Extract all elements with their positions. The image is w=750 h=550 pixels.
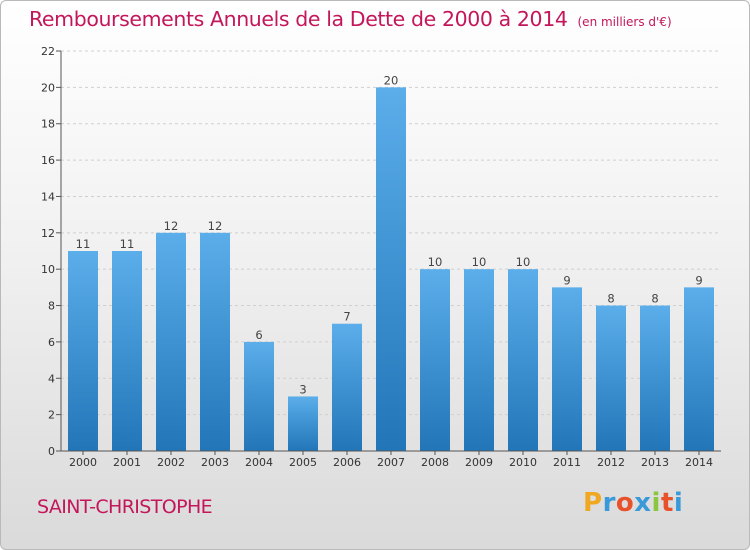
y-tick-label: 4 <box>48 372 55 385</box>
bar <box>640 305 670 451</box>
y-tick-label: 10 <box>41 263 55 276</box>
x-tick-label: 2004 <box>245 456 273 469</box>
x-tick-label: 2003 <box>201 456 229 469</box>
bar <box>464 269 494 451</box>
y-tick-label: 0 <box>48 445 55 458</box>
chart-title-unit: (en milliers d'€) <box>577 15 672 29</box>
x-tick-label: 2000 <box>69 456 97 469</box>
bar-value-label: 10 <box>428 255 443 269</box>
logo-letter: t <box>660 488 674 518</box>
x-tick-label: 2012 <box>597 456 625 469</box>
place-name: SAINT-CHRISTOPHE <box>37 496 213 518</box>
y-tick-label: 12 <box>41 227 55 240</box>
logo-letter: P <box>583 488 603 518</box>
bar-value-label: 6 <box>255 328 262 342</box>
y-tick-label: 20 <box>41 81 55 94</box>
bar-value-label: 3 <box>299 382 306 396</box>
bar-value-label: 8 <box>607 292 614 306</box>
bar <box>552 287 582 451</box>
bar <box>244 341 274 451</box>
bar <box>376 87 406 451</box>
bar <box>508 269 538 451</box>
bar-value-label: 12 <box>208 219 223 233</box>
bar-value-label: 8 <box>651 292 658 306</box>
axes <box>56 50 721 455</box>
y-tick-label: 6 <box>48 336 55 349</box>
bar <box>684 287 714 451</box>
x-tick-label: 2010 <box>509 456 537 469</box>
proxiti-logo: Proxiti <box>583 488 683 518</box>
bar <box>112 251 142 451</box>
x-tick-label: 2008 <box>421 456 449 469</box>
y-tick-label: 2 <box>48 409 55 422</box>
x-tick-label: 2001 <box>113 456 141 469</box>
bar <box>200 232 230 451</box>
y-tick-label: 18 <box>41 118 55 131</box>
bars <box>68 87 714 451</box>
bar <box>68 251 98 451</box>
y-tick-label: 22 <box>41 45 55 58</box>
bar-value-label: 20 <box>384 73 399 87</box>
logo-letter: o <box>615 488 635 518</box>
x-tick-label: 2007 <box>377 456 405 469</box>
y-tick-label: 14 <box>41 190 55 203</box>
logo-letter: i <box>651 488 661 518</box>
x-tick-label: 2011 <box>553 456 581 469</box>
x-tick-label: 2009 <box>465 456 493 469</box>
logo-letter: x <box>634 488 652 518</box>
x-tick-label: 2002 <box>157 456 185 469</box>
bar-value-label: 12 <box>164 219 179 233</box>
x-tick-label: 2005 <box>289 456 317 469</box>
bar <box>420 269 450 451</box>
bar-value-label: 11 <box>120 237 135 251</box>
bar-value-label: 9 <box>563 273 570 287</box>
logo-letter: i <box>673 488 684 518</box>
bar-value-label: 11 <box>76 237 91 251</box>
y-tick-label: 16 <box>41 154 55 167</box>
x-tick-label: 2006 <box>333 456 361 469</box>
bar <box>288 396 318 451</box>
chart-title: Remboursements Annuels de la Dette de 20… <box>29 7 672 31</box>
bar-value-label: 7 <box>343 310 350 324</box>
x-tick-label: 2013 <box>641 456 669 469</box>
logo-letter: r <box>602 488 616 518</box>
bar-value-label: 10 <box>472 255 487 269</box>
labels: 0 2 4 6 8 10 12 14 16 18 20 22 11 2000 11 2001 12 2002 12 2… <box>41 45 713 469</box>
bar <box>156 232 186 451</box>
bar <box>596 305 626 451</box>
chart-title-main: Remboursements Annuels de la Dette de 20… <box>29 7 568 31</box>
y-tick-label: 8 <box>48 300 55 313</box>
x-tick-label: 2014 <box>685 456 713 469</box>
bar-value-label: 9 <box>695 273 702 287</box>
bar-value-label: 10 <box>516 255 531 269</box>
bar <box>332 323 362 451</box>
